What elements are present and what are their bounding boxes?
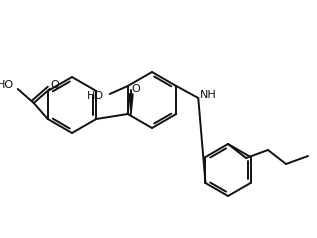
Text: NH: NH <box>200 90 217 100</box>
Text: HO: HO <box>87 91 104 101</box>
Text: O: O <box>50 80 59 90</box>
Text: O: O <box>131 84 140 94</box>
Text: HO: HO <box>0 80 14 90</box>
